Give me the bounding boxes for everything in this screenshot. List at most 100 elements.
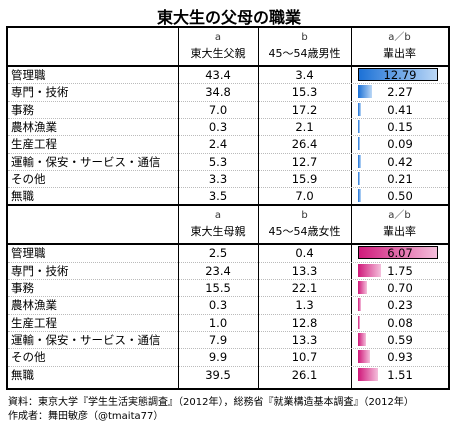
ratio-value: 0.23 <box>387 298 413 313</box>
value-b: 17.2 <box>291 102 318 117</box>
ratio-value: 0.70 <box>387 281 413 295</box>
row-label: 農林漁業 <box>11 298 57 313</box>
ratio-bar <box>358 281 368 294</box>
row-label: 事務 <box>11 102 34 117</box>
row-divider <box>8 296 448 298</box>
row-label: 無職 <box>11 367 34 382</box>
row-label: 運輸・保安・サービス・通信 <box>11 154 161 169</box>
value-a: 9.9 <box>208 350 228 365</box>
row-label: 生産工程 <box>11 137 57 152</box>
ratio-value: 0.09 <box>387 137 413 152</box>
header-col-a: 東大生父親 <box>190 47 246 60</box>
row-divider <box>8 365 448 367</box>
ratio-bar-outline <box>358 246 438 260</box>
row-label: その他 <box>11 171 46 186</box>
header-divider <box>8 65 448 67</box>
value-b: 13.3 <box>291 332 318 347</box>
chart-title: 東大生の父母の職業 <box>156 8 301 27</box>
value-b: 15.3 <box>291 85 318 100</box>
value-b: 15.9 <box>291 171 318 186</box>
row-label: 運輸・保安・サービス・通信 <box>11 332 161 347</box>
row-label: 事務 <box>11 281 34 295</box>
ratio-value: 1.75 <box>387 263 413 278</box>
author-note: 作成者：舞田敏彦（@tmaita77） <box>8 411 164 422</box>
row-divider <box>8 187 448 189</box>
ratio-bar <box>358 367 378 381</box>
ratio-bar <box>358 298 362 312</box>
header-b: b <box>301 32 308 43</box>
row-label: 農林漁業 <box>11 119 57 134</box>
row-divider <box>8 313 448 315</box>
ratio-bar <box>358 68 438 81</box>
ratio-bar <box>358 154 361 168</box>
column-divider <box>351 28 352 388</box>
ratio-value: 0.93 <box>387 350 413 365</box>
ratio-value: 0.41 <box>387 102 413 117</box>
ratio-value: 12.79 <box>383 68 417 82</box>
ratio-value: 0.42 <box>387 154 413 169</box>
ratio-bar <box>358 263 382 277</box>
value-a: 7.9 <box>208 332 228 347</box>
row-label: 専門・技術 <box>11 263 69 278</box>
row-divider <box>8 169 448 171</box>
value-a: 3.3 <box>208 171 228 186</box>
value-a: 0.3 <box>208 298 228 313</box>
ratio-value: 0.15 <box>387 119 413 134</box>
ratio-bar-outline <box>358 68 438 81</box>
row-divider <box>8 152 448 154</box>
row-divider <box>8 330 448 332</box>
column-divider <box>258 28 259 388</box>
header-col-a: 東大生母親 <box>190 225 246 239</box>
ratio-bar <box>358 171 360 185</box>
value-b: 12.8 <box>291 315 318 330</box>
column-divider <box>178 28 179 388</box>
ratio-bar <box>358 315 360 329</box>
value-a: 2.5 <box>208 246 228 261</box>
value-b: 12.7 <box>291 154 318 169</box>
ratio-value: 0.21 <box>387 171 413 186</box>
value-b: 3.4 <box>295 68 314 82</box>
source-note: 資料：東京大学『学生生活実態調査』（2012年），総務省『就業構造基本調査』（2… <box>8 397 414 408</box>
value-b: 1.3 <box>295 298 314 313</box>
value-a: 5.3 <box>208 154 228 169</box>
row-divider <box>8 348 448 350</box>
header-col-b: 45～54歳女性 <box>268 225 341 239</box>
section-divider <box>8 204 448 207</box>
ratio-bar <box>358 119 360 133</box>
value-a: 7.0 <box>208 102 228 117</box>
value-a: 23.4 <box>205 263 231 278</box>
ratio-bar <box>358 189 362 203</box>
value-a: 34.8 <box>205 85 231 100</box>
value-b: 13.3 <box>291 263 318 278</box>
row-divider <box>8 135 448 137</box>
value-a: 1.0 <box>208 315 228 330</box>
ratio-bar <box>358 350 371 364</box>
occupation-table: a 東大生父親 b 45～54歳男性 a／b 輩出率 管理職 43.4 3.4 12.79 専門・技… <box>6 26 450 390</box>
row-divider <box>8 279 448 280</box>
row-divider <box>8 117 448 119</box>
ratio-value: 6.07 <box>387 246 413 261</box>
header-ratio: 輩出率 <box>383 47 416 60</box>
value-a: 43.4 <box>205 68 231 82</box>
header-a: a <box>214 32 222 43</box>
header-col-b: 45～54歳男性 <box>268 47 341 60</box>
value-a: 3.5 <box>208 189 228 204</box>
row-label: 無職 <box>11 189 34 204</box>
ratio-value: 2.27 <box>387 85 413 100</box>
ratio-bar <box>358 85 373 99</box>
value-a: 0.3 <box>208 119 228 134</box>
value-b: 10.7 <box>291 350 318 365</box>
header-b: b <box>301 210 308 222</box>
header-ratio: 輩出率 <box>383 225 416 239</box>
header-a: a <box>214 210 222 222</box>
row-label: 生産工程 <box>11 315 57 330</box>
ratio-value: 0.08 <box>387 315 413 330</box>
ratio-value: 0.59 <box>387 332 413 347</box>
ratio-bar <box>358 332 366 346</box>
row-divider <box>8 83 448 85</box>
ratio-value: 0.50 <box>387 189 413 204</box>
value-b: 7.0 <box>295 189 314 204</box>
ratio-bar <box>358 246 438 260</box>
ratio-value: 1.51 <box>387 367 413 382</box>
header-ab: a／b <box>388 210 411 222</box>
